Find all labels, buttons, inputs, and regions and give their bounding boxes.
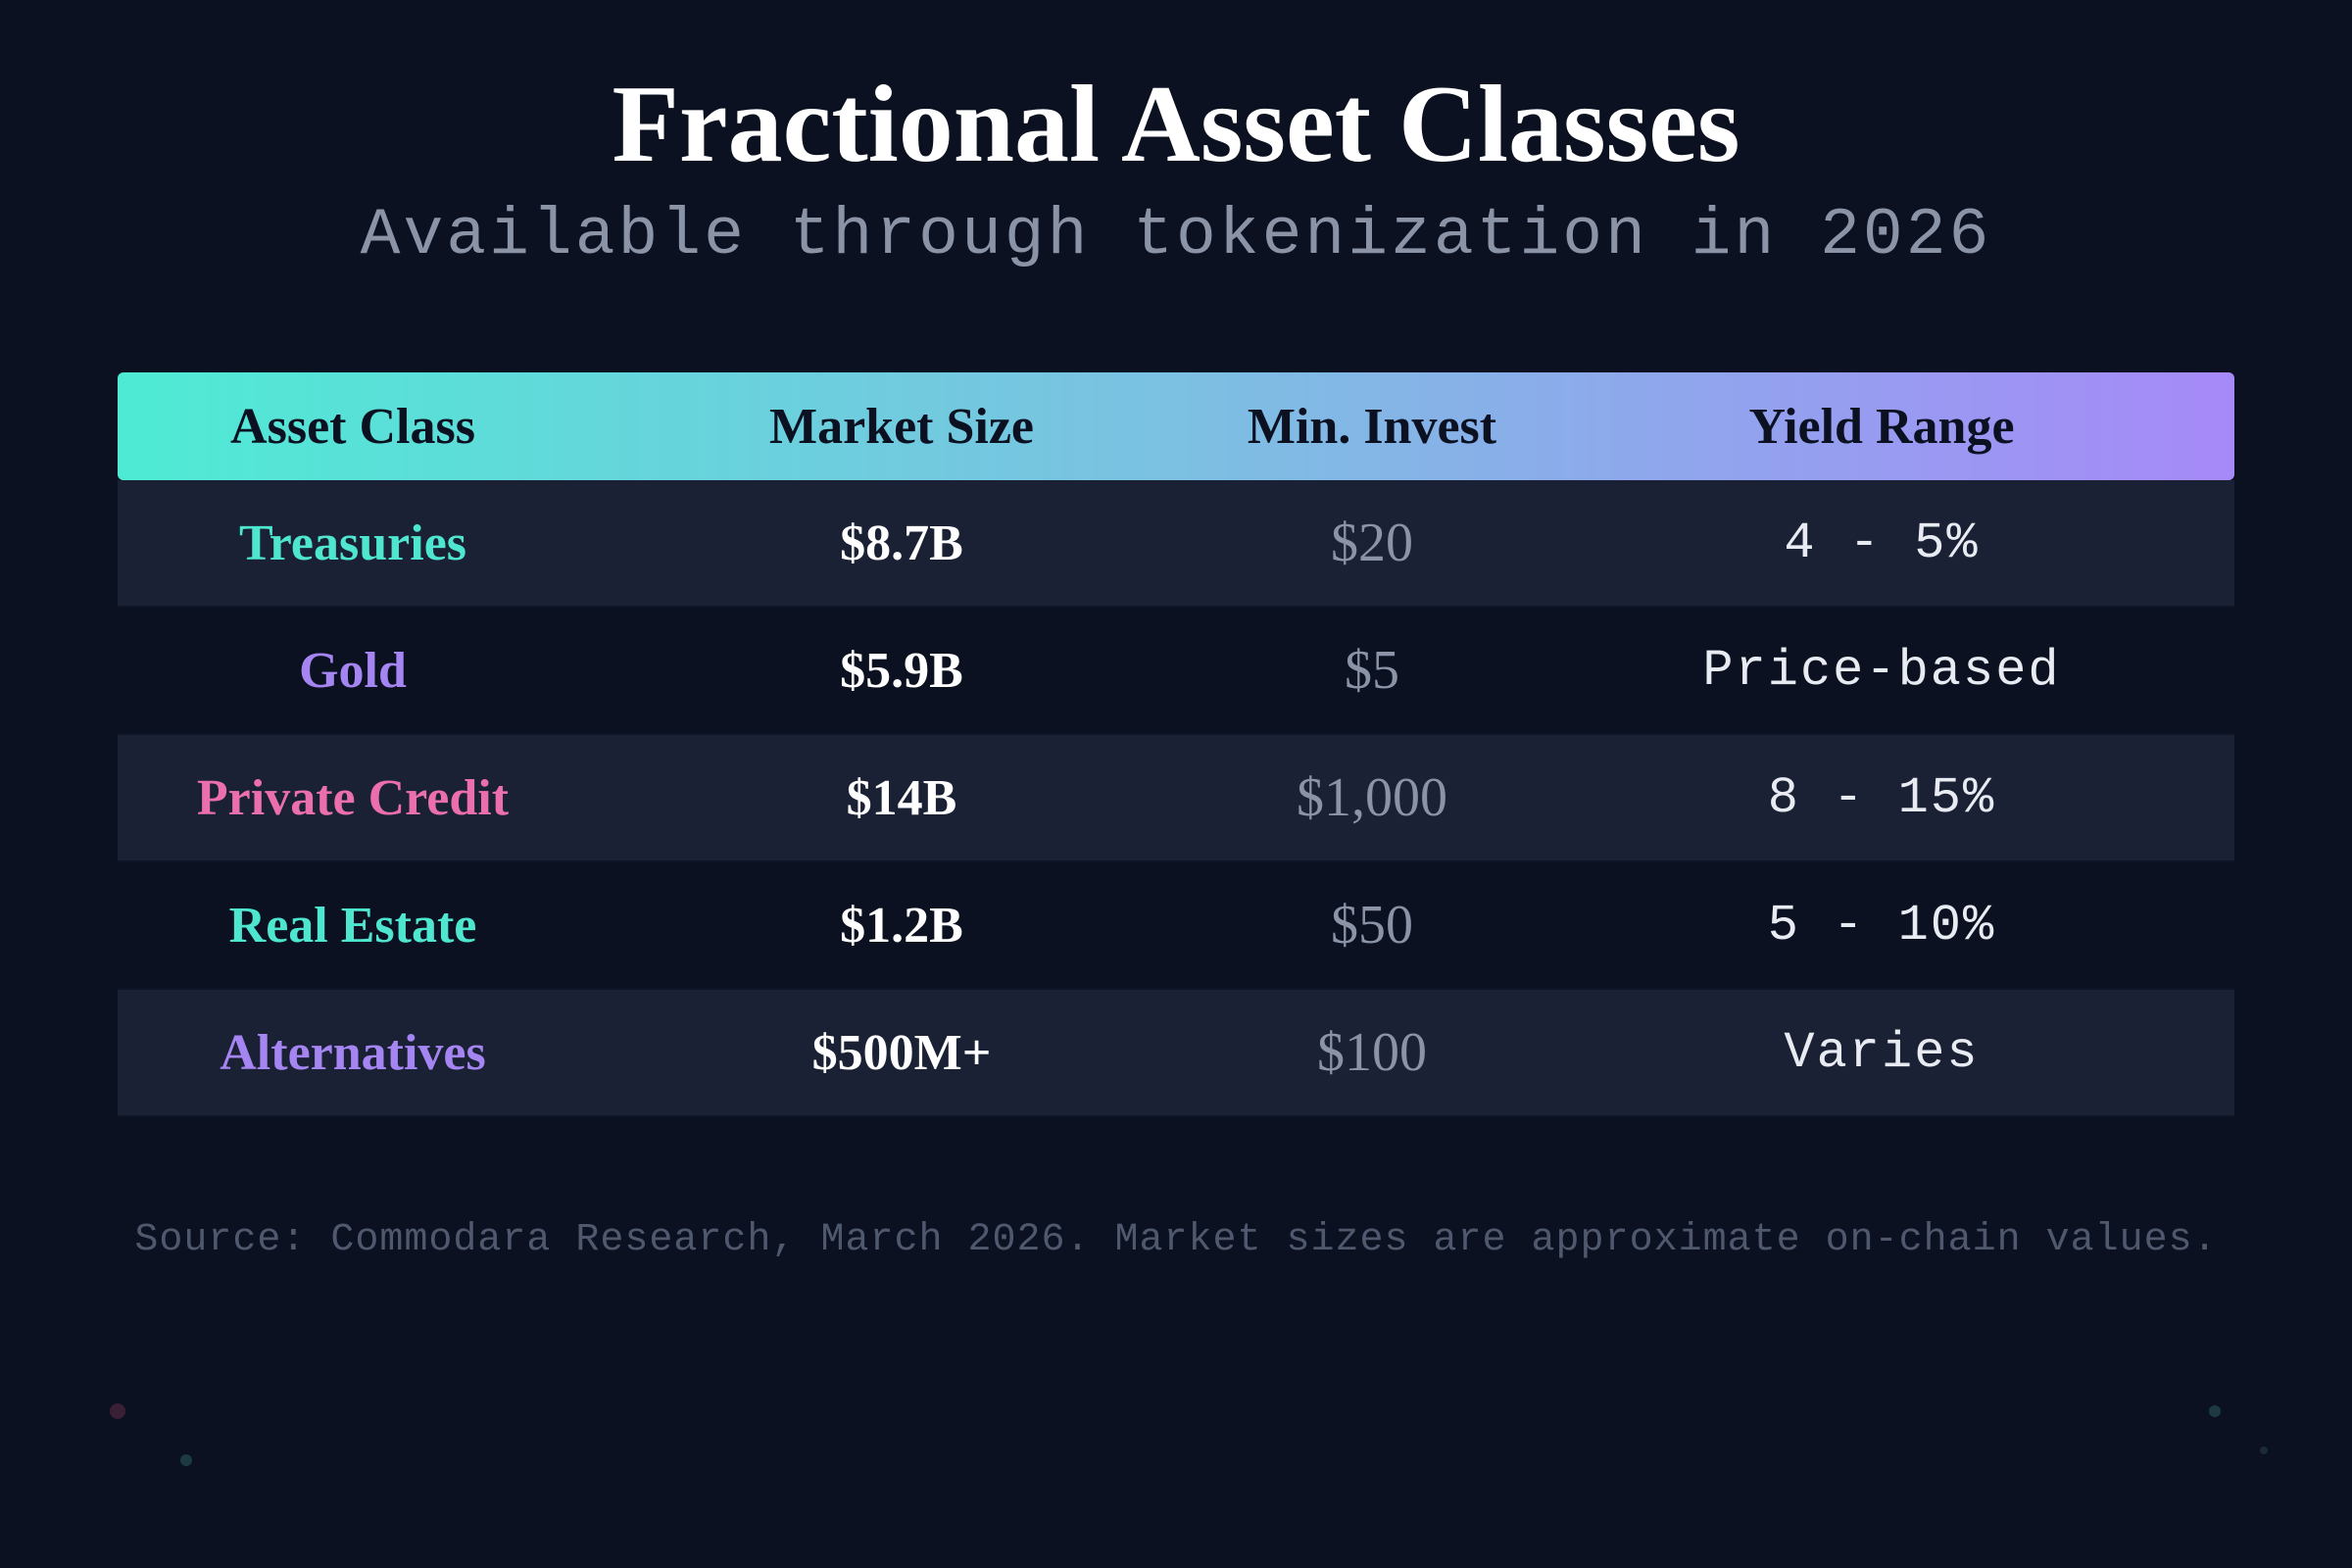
table-row: Treasuries $8.7B $20 4 - 5%	[118, 480, 2234, 608]
asset-class-cell: Treasuries	[238, 514, 467, 571]
min-invest-cell: $100	[1317, 1022, 1427, 1083]
yield-range-cell: 4 - 5%	[1784, 514, 1980, 572]
table-header: Asset Class Market Size Min. Invest Yiel…	[118, 372, 2234, 480]
min-invest-cell: $50	[1331, 895, 1413, 956]
yield-range-cell: Price-based	[1702, 641, 2061, 700]
market-size-cell: $1.2B	[840, 897, 963, 954]
asset-class-cell: Real Estate	[228, 897, 477, 954]
yield-range-cell: Varies	[1784, 1023, 1980, 1082]
market-size-cell: $8.7B	[840, 514, 963, 571]
min-invest-cell: $5	[1345, 640, 1399, 701]
table-row: Real Estate $1.2B $50 5 - 10%	[118, 862, 2234, 990]
column-header-min-invest: Min. Invest	[1247, 398, 1497, 455]
asset-class-cell: Alternatives	[220, 1024, 486, 1081]
table-row: Gold $5.9B $5 Price-based	[118, 608, 2234, 735]
min-invest-cell: $20	[1331, 513, 1413, 573]
table-row: Alternatives $500M+ $100 Varies	[118, 990, 2234, 1117]
market-size-cell: $5.9B	[840, 642, 963, 699]
min-invest-cell: $1,000	[1297, 767, 1447, 828]
yield-range-cell: 8 - 15%	[1767, 768, 1996, 827]
yield-range-cell: 5 - 10%	[1767, 896, 1996, 955]
page-subtitle: Available through tokenization in 2026	[360, 198, 1992, 273]
asset-class-cell: Private Credit	[196, 769, 510, 826]
asset-table: Asset Class Market Size Min. Invest Yiel…	[118, 372, 2234, 1117]
market-size-cell: $14B	[846, 769, 957, 826]
column-header-asset-class: Asset Class	[230, 398, 475, 455]
source-note: Source: Commodara Research, March 2026. …	[134, 1218, 2218, 1262]
asset-class-cell: Gold	[299, 642, 407, 699]
column-header-yield-range: Yield Range	[1748, 398, 2015, 455]
decorative-dot	[110, 1403, 125, 1419]
column-header-market-size: Market Size	[768, 398, 1034, 455]
table-row: Private Credit $14B $1,000 8 - 15%	[118, 735, 2234, 862]
decorative-dot	[2260, 1446, 2268, 1454]
page-title: Fractional Asset Classes	[612, 64, 1740, 185]
decorative-dot	[2209, 1405, 2221, 1417]
decorative-dot	[180, 1454, 192, 1466]
market-size-cell: $500M+	[811, 1024, 992, 1081]
